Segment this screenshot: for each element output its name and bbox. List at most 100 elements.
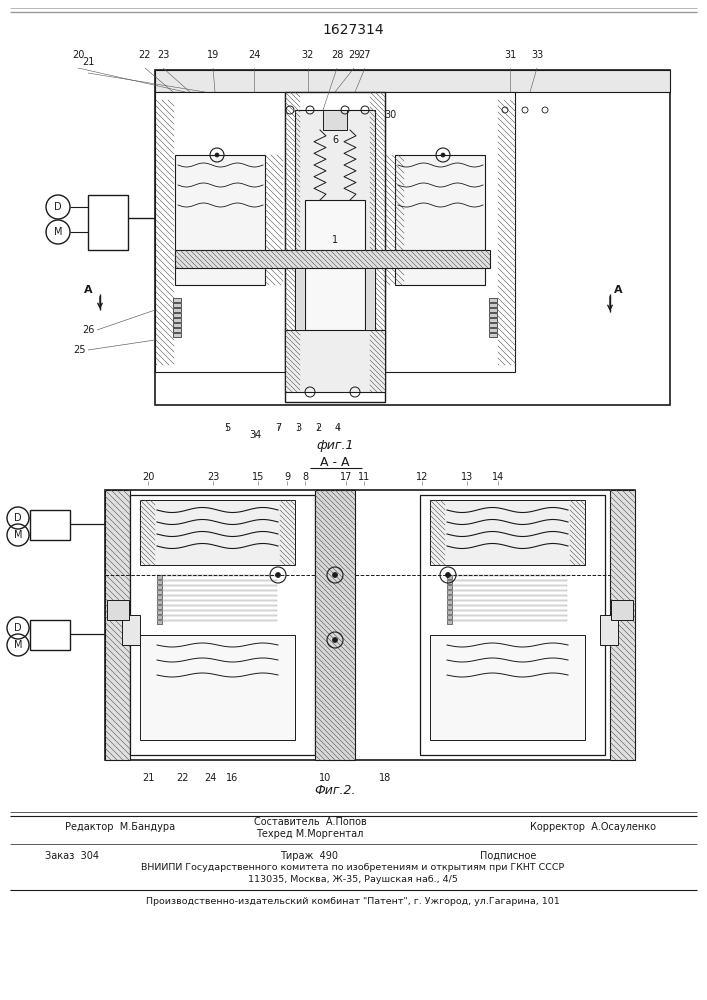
Text: фиг.1: фиг.1	[316, 438, 354, 452]
Text: Заказ  304: Заказ 304	[45, 851, 99, 861]
Circle shape	[445, 572, 450, 578]
Bar	[447, 580, 452, 584]
Text: M: M	[54, 227, 62, 237]
Text: 3: 3	[295, 423, 301, 433]
Text: 24: 24	[248, 50, 260, 60]
Bar	[130, 495, 315, 755]
Bar	[489, 333, 497, 337]
Bar	[447, 615, 567, 616]
Text: M: M	[13, 640, 22, 650]
Text: Тираж  490: Тираж 490	[280, 851, 338, 861]
Text: 26: 26	[82, 325, 94, 335]
Text: Производственно-издательский комбинат "Патент", г. Ужгород, ул.Гагарина, 101: Производственно-издательский комбинат "П…	[146, 898, 560, 906]
Text: 30: 30	[384, 110, 396, 120]
Bar	[155, 92, 285, 372]
Bar	[447, 585, 567, 586]
Bar	[88, 195, 128, 250]
Bar	[447, 620, 567, 621]
Bar	[173, 323, 181, 327]
Bar	[610, 490, 635, 760]
Text: 28: 28	[331, 50, 343, 60]
Text: 1627314: 1627314	[322, 23, 384, 37]
Text: 20: 20	[72, 50, 84, 60]
Bar	[107, 600, 129, 620]
Text: 20: 20	[142, 472, 154, 482]
Text: Составитель  А.Попов: Составитель А.Попов	[254, 817, 366, 827]
Bar	[173, 318, 181, 322]
Bar	[430, 500, 585, 565]
Text: 8: 8	[302, 472, 308, 482]
Bar	[489, 298, 497, 302]
Bar	[447, 590, 452, 594]
Bar	[611, 600, 633, 620]
Text: 33: 33	[531, 50, 543, 60]
Bar	[140, 635, 295, 740]
Bar	[447, 595, 452, 599]
Circle shape	[215, 153, 219, 157]
Bar	[447, 575, 452, 579]
Bar	[140, 500, 295, 565]
Text: 22: 22	[139, 50, 151, 60]
Bar	[30, 510, 70, 540]
Bar	[175, 155, 265, 285]
Bar	[385, 92, 515, 372]
Circle shape	[332, 638, 337, 643]
Bar	[447, 600, 567, 601]
Text: D: D	[14, 623, 22, 633]
Bar	[395, 155, 485, 285]
Bar	[157, 610, 162, 614]
Bar	[157, 600, 162, 604]
Text: 29: 29	[348, 50, 360, 60]
Bar	[157, 620, 277, 621]
Text: 13: 13	[461, 472, 473, 482]
Bar	[447, 585, 452, 589]
Text: 34: 34	[249, 430, 261, 440]
Bar	[157, 605, 277, 606]
Bar	[489, 328, 497, 332]
Text: 16: 16	[226, 773, 238, 783]
Bar	[489, 318, 497, 322]
Bar	[122, 615, 140, 645]
Text: 21: 21	[82, 57, 94, 67]
Text: 2: 2	[315, 423, 321, 433]
Bar	[157, 590, 277, 591]
Bar	[157, 615, 277, 616]
Text: 31: 31	[504, 50, 516, 60]
Text: 10: 10	[319, 773, 331, 783]
Bar	[30, 620, 70, 650]
Text: 25: 25	[74, 345, 86, 355]
Bar	[447, 605, 567, 606]
Bar	[173, 308, 181, 312]
Text: 11: 11	[358, 472, 370, 482]
Bar	[447, 610, 452, 614]
Bar	[489, 313, 497, 317]
Bar	[447, 590, 567, 591]
Bar	[155, 70, 670, 92]
Bar	[420, 495, 605, 755]
Bar	[105, 490, 130, 760]
Bar	[157, 620, 162, 624]
Text: Редактор  М.Бандура: Редактор М.Бандура	[65, 822, 175, 832]
Bar	[173, 333, 181, 337]
Bar	[157, 595, 277, 596]
Text: Фиг.2.: Фиг.2.	[314, 784, 356, 796]
Bar	[305, 200, 365, 355]
Bar	[447, 620, 452, 624]
Text: D: D	[54, 202, 62, 212]
Bar	[157, 595, 162, 599]
Text: А: А	[614, 285, 622, 295]
Bar	[157, 610, 277, 611]
Bar	[447, 605, 452, 609]
Circle shape	[276, 572, 281, 578]
Text: ВНИИПИ Государственного комитета по изобретениям и открытиям при ГКНТ СССР: ВНИИПИ Государственного комитета по изоб…	[141, 863, 565, 872]
Bar	[157, 585, 277, 586]
Text: Подписное: Подписное	[480, 851, 537, 861]
Circle shape	[332, 572, 337, 578]
Text: 9: 9	[284, 472, 290, 482]
Bar	[447, 610, 567, 611]
Bar	[157, 575, 162, 579]
Bar	[173, 303, 181, 307]
Text: Техред М.Моргентал: Техред М.Моргентал	[257, 829, 363, 839]
Bar	[157, 605, 162, 609]
Bar	[173, 328, 181, 332]
